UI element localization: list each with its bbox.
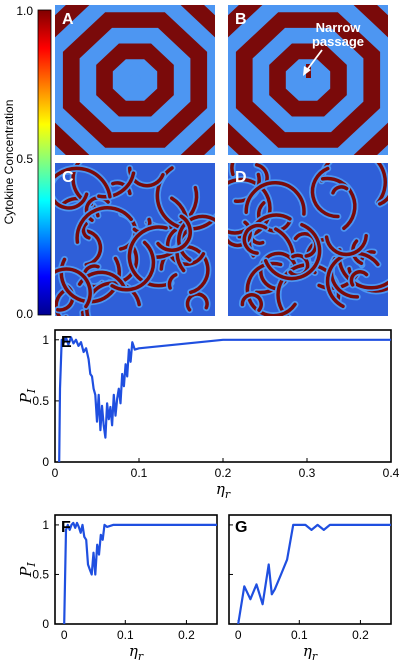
- map-b-pattern: [228, 5, 388, 155]
- map-d-pattern: [228, 163, 388, 316]
- map-d-letter: D: [235, 169, 247, 186]
- map-wave-front: [244, 181, 306, 216]
- colorbar-tick-bottom: 0.0: [16, 307, 33, 321]
- map-wave-front: [378, 194, 388, 206]
- map-wave-front: [167, 273, 178, 290]
- plot-frame: [54, 514, 218, 625]
- y-tick-label: 0.5: [32, 567, 49, 581]
- x-tick-label: 0.4: [383, 466, 400, 480]
- x-tick-label: 0.2: [178, 628, 195, 642]
- plot-frame: [228, 514, 392, 625]
- map-wave-front: [55, 289, 67, 316]
- map-wave-front: [240, 293, 263, 312]
- map-panel-a: [55, 5, 215, 155]
- series-line: [63, 521, 217, 625]
- x-tick-label: 0.2: [352, 628, 369, 642]
- x-tick-label: 0.1: [117, 628, 134, 642]
- colorbar-label: Cytokine Concentration: [2, 100, 16, 225]
- series-line: [237, 523, 391, 625]
- map-wave-front: [325, 251, 380, 309]
- map-core: [129, 74, 141, 86]
- y-tick-label: 0: [42, 455, 49, 469]
- x-axis-label: ηr: [303, 642, 318, 660]
- map-wave-front: [127, 225, 173, 288]
- map-wave-front: [78, 229, 103, 267]
- map-wave-front: [230, 163, 235, 177]
- map-wave-front: [55, 166, 112, 199]
- map-c-pattern: [55, 163, 215, 316]
- map-wave-front: [337, 248, 388, 290]
- map-wave-front: [263, 222, 322, 281]
- map-wave-front: [320, 176, 357, 231]
- map-panel-b: [228, 5, 388, 155]
- map-wave-front: [55, 267, 92, 309]
- map-wave-front: [228, 177, 272, 239]
- map-panel-c: [55, 163, 215, 316]
- narrow-passage-annotation: Narrow passage: [303, 20, 364, 76]
- y-tick-label: 1: [42, 518, 49, 532]
- map-wave-front: [110, 240, 156, 292]
- x-tick-label: 0.2: [215, 466, 232, 480]
- x-tick-label: 0.1: [291, 628, 308, 642]
- map-wave-front: [97, 171, 136, 199]
- map-wave-front: [165, 227, 206, 266]
- colorbar: 1.0 0.5 0.0 Cytokine Concentration: [2, 4, 52, 321]
- y-tick-label: 0.5: [32, 394, 49, 408]
- x-axis-label: ηr: [216, 480, 231, 501]
- map-wave-front: [331, 185, 349, 195]
- colorbar-tick-top: 1.0: [16, 4, 33, 18]
- x-tick-label: 0: [52, 466, 59, 480]
- x-axis-label: ηr: [129, 642, 144, 660]
- map-wave-front: [319, 163, 387, 205]
- annotation-arrow-head: [303, 66, 311, 76]
- y-tick-label: 1: [42, 333, 49, 347]
- chart-panel-letter: G: [235, 519, 247, 536]
- map-a-letter: A: [62, 11, 74, 28]
- y-tick-label: 0: [42, 617, 49, 631]
- colorbar-tick-mid: 0.5: [16, 152, 33, 166]
- colorbar-bar: [37, 9, 52, 316]
- x-tick-label: 0.1: [131, 466, 148, 480]
- chart-e: 0 0.1 0.2 0.3 0.4 0 0.5 1 Eηr PI: [17, 329, 400, 501]
- x-tick-label: 0: [61, 628, 68, 642]
- map-wave-front: [81, 222, 91, 240]
- map-c-letter: C: [62, 169, 74, 186]
- series-line: [58, 336, 391, 463]
- annotation-arrow-shaft: [306, 49, 323, 71]
- x-tick-label: 0: [235, 628, 242, 642]
- y-axis-label: PI: [17, 562, 38, 578]
- x-tick-label: 0.3: [299, 466, 316, 480]
- map-wave-front: [310, 166, 340, 219]
- map-wave-front: [64, 310, 85, 316]
- map-wave-front: [85, 281, 141, 316]
- map-wave-front: [75, 206, 133, 244]
- map-wave-front: [242, 223, 268, 255]
- chart-panel-letter: E: [61, 334, 72, 351]
- map-wave-front: [324, 233, 368, 257]
- chart-panel-letter: F: [61, 519, 71, 536]
- map-wave-front: [111, 181, 132, 196]
- annotation-line-1: Narrow: [316, 20, 362, 35]
- chart-f: 0 0.1 0.2 0 0.5 1 Fηr PI: [17, 514, 218, 660]
- map-b-letter: B: [235, 11, 247, 28]
- map-wave-front: [185, 292, 209, 312]
- map-panel-d: [228, 163, 388, 316]
- annotation-line-2: passage: [312, 34, 364, 49]
- map-a-pattern: [55, 5, 215, 155]
- map-wave-front: [349, 270, 369, 287]
- y-axis-label: PI: [17, 388, 38, 404]
- chart-g: 0 0.1 0.2 Gηr: [228, 514, 392, 660]
- map-wave-front: [156, 214, 192, 252]
- plot-frame: [54, 329, 392, 463]
